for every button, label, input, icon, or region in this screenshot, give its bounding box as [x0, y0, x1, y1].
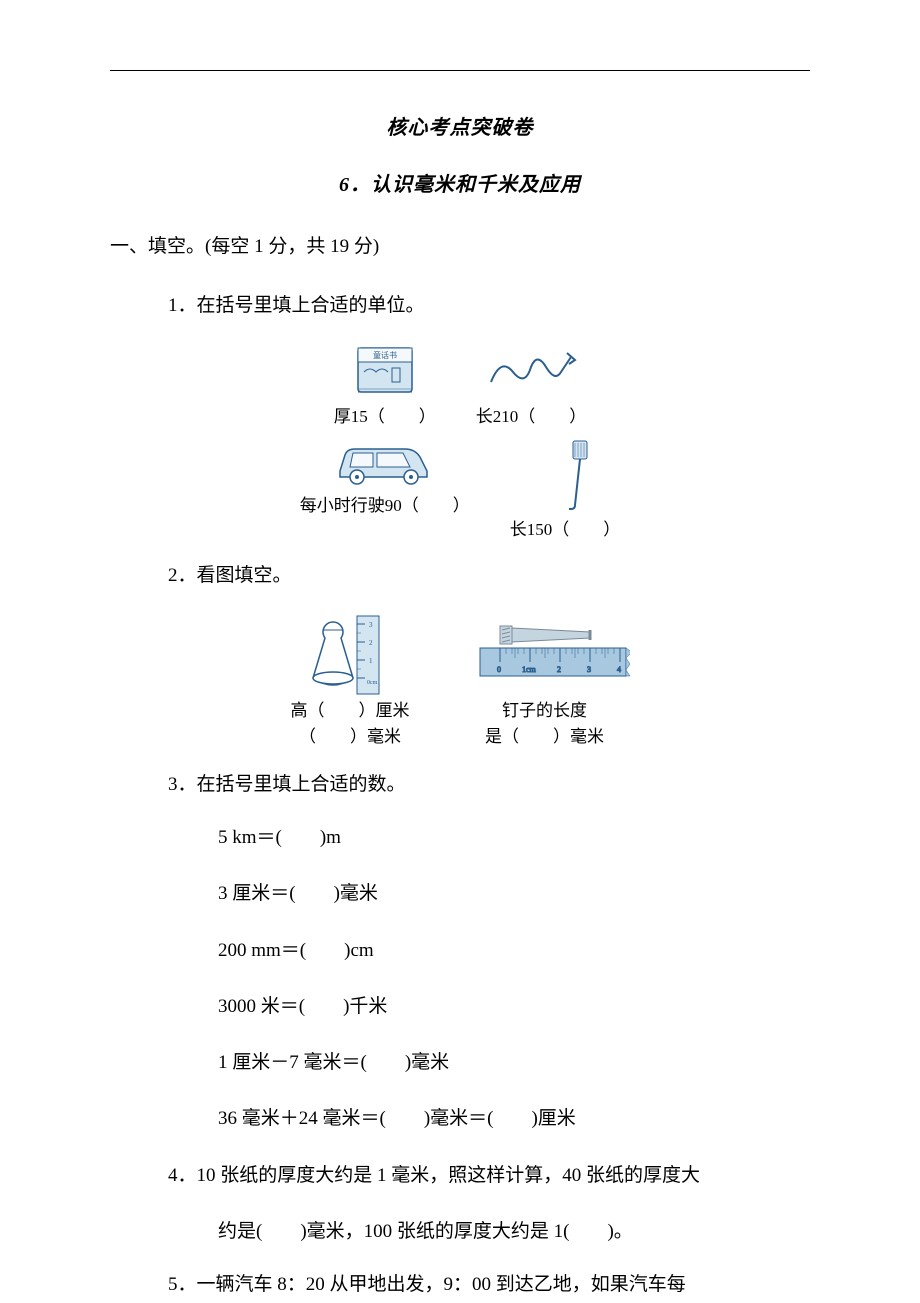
- q3-line4: 3000 米＝( )千米: [218, 990, 810, 1024]
- q2-left: 3 2 1 0cm 高（ ）厘米 （ ）毫米: [291, 612, 410, 749]
- q4-line1: 4．10 张纸的厚度大约是 1 毫米，照这样计算，40 张纸的厚度大: [168, 1158, 810, 1194]
- svg-text:2: 2: [557, 665, 561, 674]
- q1-book: 童话书 厚15（ ）: [334, 342, 436, 427]
- svg-text:1: 1: [369, 657, 373, 665]
- q2-label: 2．看图填空。: [168, 558, 810, 594]
- top-rule: [110, 70, 810, 71]
- q3-line3: 200 mm＝( )cm: [218, 934, 810, 968]
- toothbrush-icon: [535, 433, 595, 513]
- q2-images: 3 2 1 0cm 高（ ）厘米 （ ）毫米: [110, 612, 810, 749]
- section-1-heading: 一、填空。(每空 1 分，共 19 分): [110, 231, 810, 258]
- cone-ruler-icon: 3 2 1 0cm: [295, 612, 405, 698]
- q1-car: 每小时行驶90（ ）: [300, 433, 470, 540]
- q2-right-cap2: 是（ ）毫米: [485, 724, 604, 750]
- car-caption: 每小时行驶90（ ）: [300, 491, 470, 516]
- toothbrush-caption: 长150（ ）: [510, 515, 621, 540]
- worksheet-page: 核心考点突破卷 6．认识毫米和千米及应用 一、填空。(每空 1 分，共 19 分…: [0, 0, 920, 1302]
- q2-right: 0 1cm 2 3 4: [460, 612, 630, 749]
- svg-text:0: 0: [497, 665, 501, 674]
- svg-text:1cm: 1cm: [522, 665, 537, 674]
- q2-right-cap1: 钉子的长度: [485, 698, 604, 724]
- q1-label: 1．在括号里填上合适的单位。: [168, 288, 810, 324]
- q1-toothbrush: 长150（ ）: [510, 433, 621, 540]
- q4-line2: 约是( )毫米，100 张纸的厚度大约是 1( )。: [218, 1213, 810, 1251]
- q5-line1: 5．一辆汽车 8：20 从甲地出发，9：00 到达乙地，如果汽车每: [168, 1267, 810, 1303]
- q3-label: 3．在括号里填上合适的数。: [168, 767, 810, 803]
- q3-line1: 5 km＝( )m: [218, 821, 810, 855]
- svg-text:2: 2: [369, 639, 373, 647]
- rope-caption: 长210（ ）: [476, 402, 587, 427]
- q2-left-cap2: （ ）毫米: [291, 724, 410, 750]
- q2-left-cap1: 高（ ）厘米: [291, 698, 410, 724]
- car-icon: [325, 433, 445, 489]
- svg-text:3: 3: [587, 665, 591, 674]
- nail-ruler-icon: 0 1cm 2 3 4: [460, 612, 630, 698]
- q3-line6: 36 毫米＋24 毫米＝( )毫米＝( )厘米: [218, 1102, 810, 1136]
- main-title: 核心考点突破卷: [110, 111, 810, 140]
- svg-text:4: 4: [617, 665, 621, 674]
- subtitle: 6．认识毫米和千米及应用: [110, 168, 810, 197]
- book-icon: 童话书: [350, 342, 420, 400]
- q1-images: 童话书 厚15（ ） 长210（ ）: [110, 342, 810, 540]
- book-caption: 厚15（ ）: [334, 402, 436, 427]
- svg-text:0cm: 0cm: [367, 680, 378, 686]
- q1-rope: 长210（ ）: [476, 342, 587, 427]
- rope-icon: [481, 342, 581, 400]
- svg-text:3: 3: [369, 621, 373, 629]
- q3-line2: 3 厘米＝( )毫米: [218, 877, 810, 911]
- q3-line5: 1 厘米－7 毫米＝( )毫米: [218, 1046, 810, 1080]
- svg-text:童话书: 童话书: [373, 350, 397, 360]
